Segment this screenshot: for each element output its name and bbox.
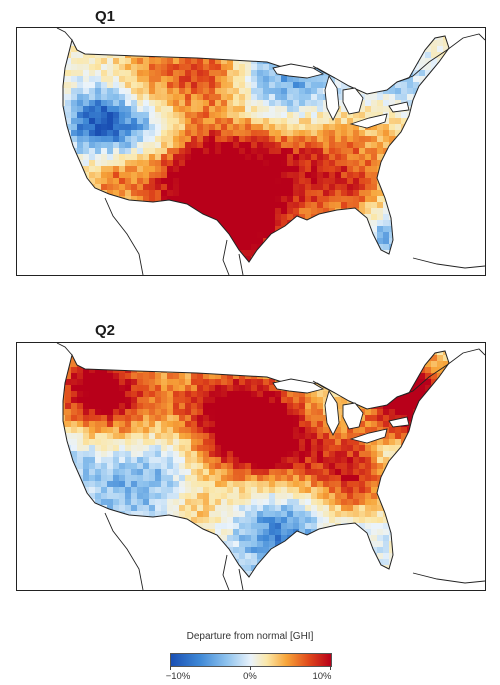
neighbor-coastline-0 (56, 343, 73, 356)
panel-title-q1: Q1 (95, 8, 116, 25)
great-lake-0 (272, 378, 325, 394)
legend-label-max: 10% (312, 671, 332, 682)
great-lake-3 (349, 428, 388, 444)
great-lake-2 (342, 87, 364, 115)
map-panel-q2[interactable] (16, 342, 486, 591)
legend-tick-mid (250, 666, 251, 670)
neighbor-coastline-6 (312, 65, 336, 79)
neighbor-coastline-6 (312, 380, 336, 394)
neighbor-coastline-3 (222, 554, 230, 590)
great-lake-3 (349, 113, 388, 129)
neighbor-coastline-5 (412, 257, 485, 269)
anomaly-field (63, 36, 449, 262)
map-panel-q1[interactable] (16, 27, 486, 276)
neighbor-coastline-0 (56, 28, 73, 41)
panel-title-q2: Q2 (95, 322, 116, 339)
map-q2 (56, 343, 485, 590)
neighbor-coastline-5 (412, 572, 485, 584)
neighbor-coastline-2 (238, 568, 244, 590)
neighbor-coastline-4 (396, 348, 485, 398)
great-lake-4 (388, 416, 410, 428)
great-lake-2 (342, 402, 364, 430)
legend-label-mid: 0% (243, 671, 257, 682)
neighbor-coastline-2 (238, 253, 244, 275)
legend-title: Departure from normal [GHI] (186, 631, 314, 642)
neighbor-coastline-3 (222, 239, 230, 275)
colorbar (170, 653, 332, 667)
great-lake-0 (272, 63, 325, 79)
anomaly-field (63, 351, 449, 577)
map-q1 (56, 28, 485, 275)
neighbor-coastline-4 (396, 33, 485, 83)
legend-tick-min (170, 666, 171, 670)
great-lake-1 (324, 74, 340, 122)
great-lake-4 (388, 101, 410, 113)
neighbor-coastline-1 (104, 197, 144, 275)
neighbor-coastline-1 (104, 512, 144, 590)
great-lake-1 (324, 389, 340, 437)
us-border-outline (62, 350, 450, 578)
us-border-outline (62, 35, 450, 263)
legend-label-min: −10% (165, 671, 191, 682)
legend-tick-max (330, 666, 331, 670)
